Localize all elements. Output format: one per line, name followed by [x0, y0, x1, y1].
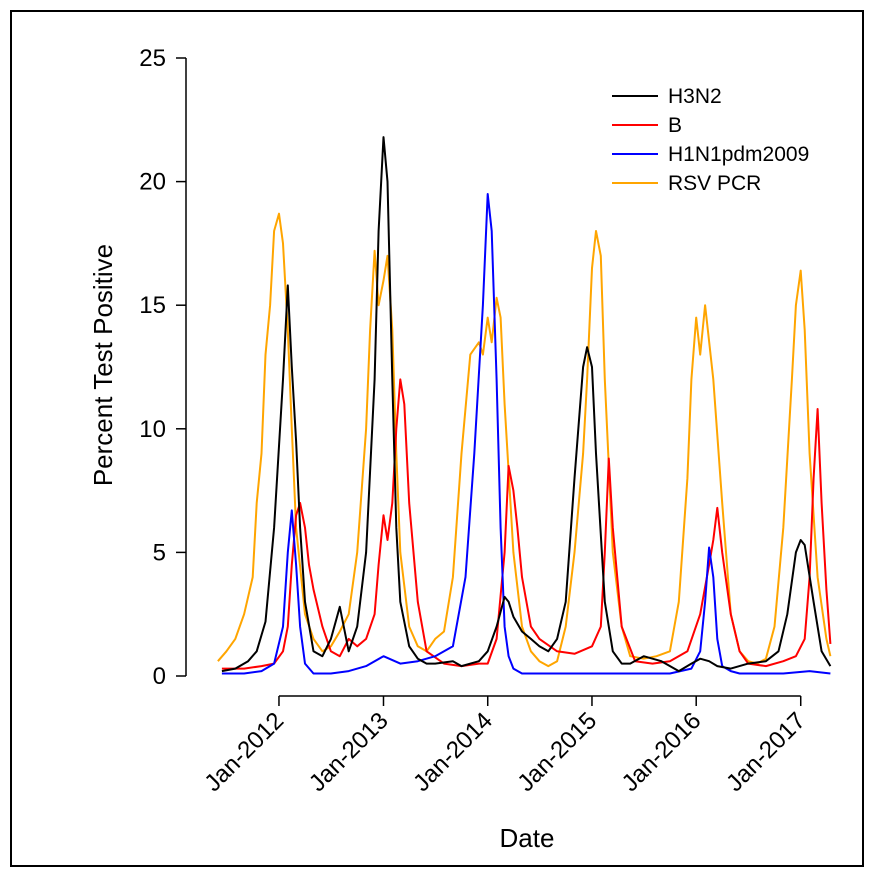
legend-label: H1N1pdm2009 [668, 143, 809, 166]
y-tick-label: 0 [153, 663, 166, 690]
y-tick-label: 5 [153, 539, 166, 566]
x-tick-label: Jan-2012 [199, 707, 289, 797]
y-tick-label: 20 [139, 169, 166, 196]
y-axis: 0 5 10 15 20 25 [139, 45, 187, 690]
x-tick-label: Jan-2017 [721, 707, 811, 797]
legend-label: H3N2 [668, 85, 722, 108]
x-tick-label: Jan-2016 [617, 707, 707, 797]
legend-label: B [668, 114, 682, 137]
x-axis: Jan-2012 Jan-2013 Jan-2014 Jan-2015 Jan-2016… [199, 695, 811, 797]
y-axis-title: Percent Test Positive [88, 244, 118, 486]
series-line-h3n2 [221, 136, 832, 673]
legend: H3N2 B H1N1pdm2009 RSV PCR [612, 85, 809, 195]
series-layer [217, 136, 832, 675]
y-tick-label: 15 [139, 292, 166, 319]
legend-label: RSV PCR [668, 172, 761, 195]
series-line-h1n1pdm2009 [221, 193, 831, 675]
x-tick-label: Jan-2015 [512, 707, 602, 797]
chart-frame [10, 10, 864, 867]
x-tick-label: Jan-2013 [304, 707, 394, 797]
x-axis-title: Date [500, 823, 555, 853]
series-line-rsv-pcr [217, 212, 832, 668]
y-tick-label: 10 [139, 416, 166, 443]
series-line-b [221, 378, 832, 670]
x-tick-label: Jan-2014 [408, 707, 498, 797]
y-tick-label: 25 [139, 45, 166, 72]
